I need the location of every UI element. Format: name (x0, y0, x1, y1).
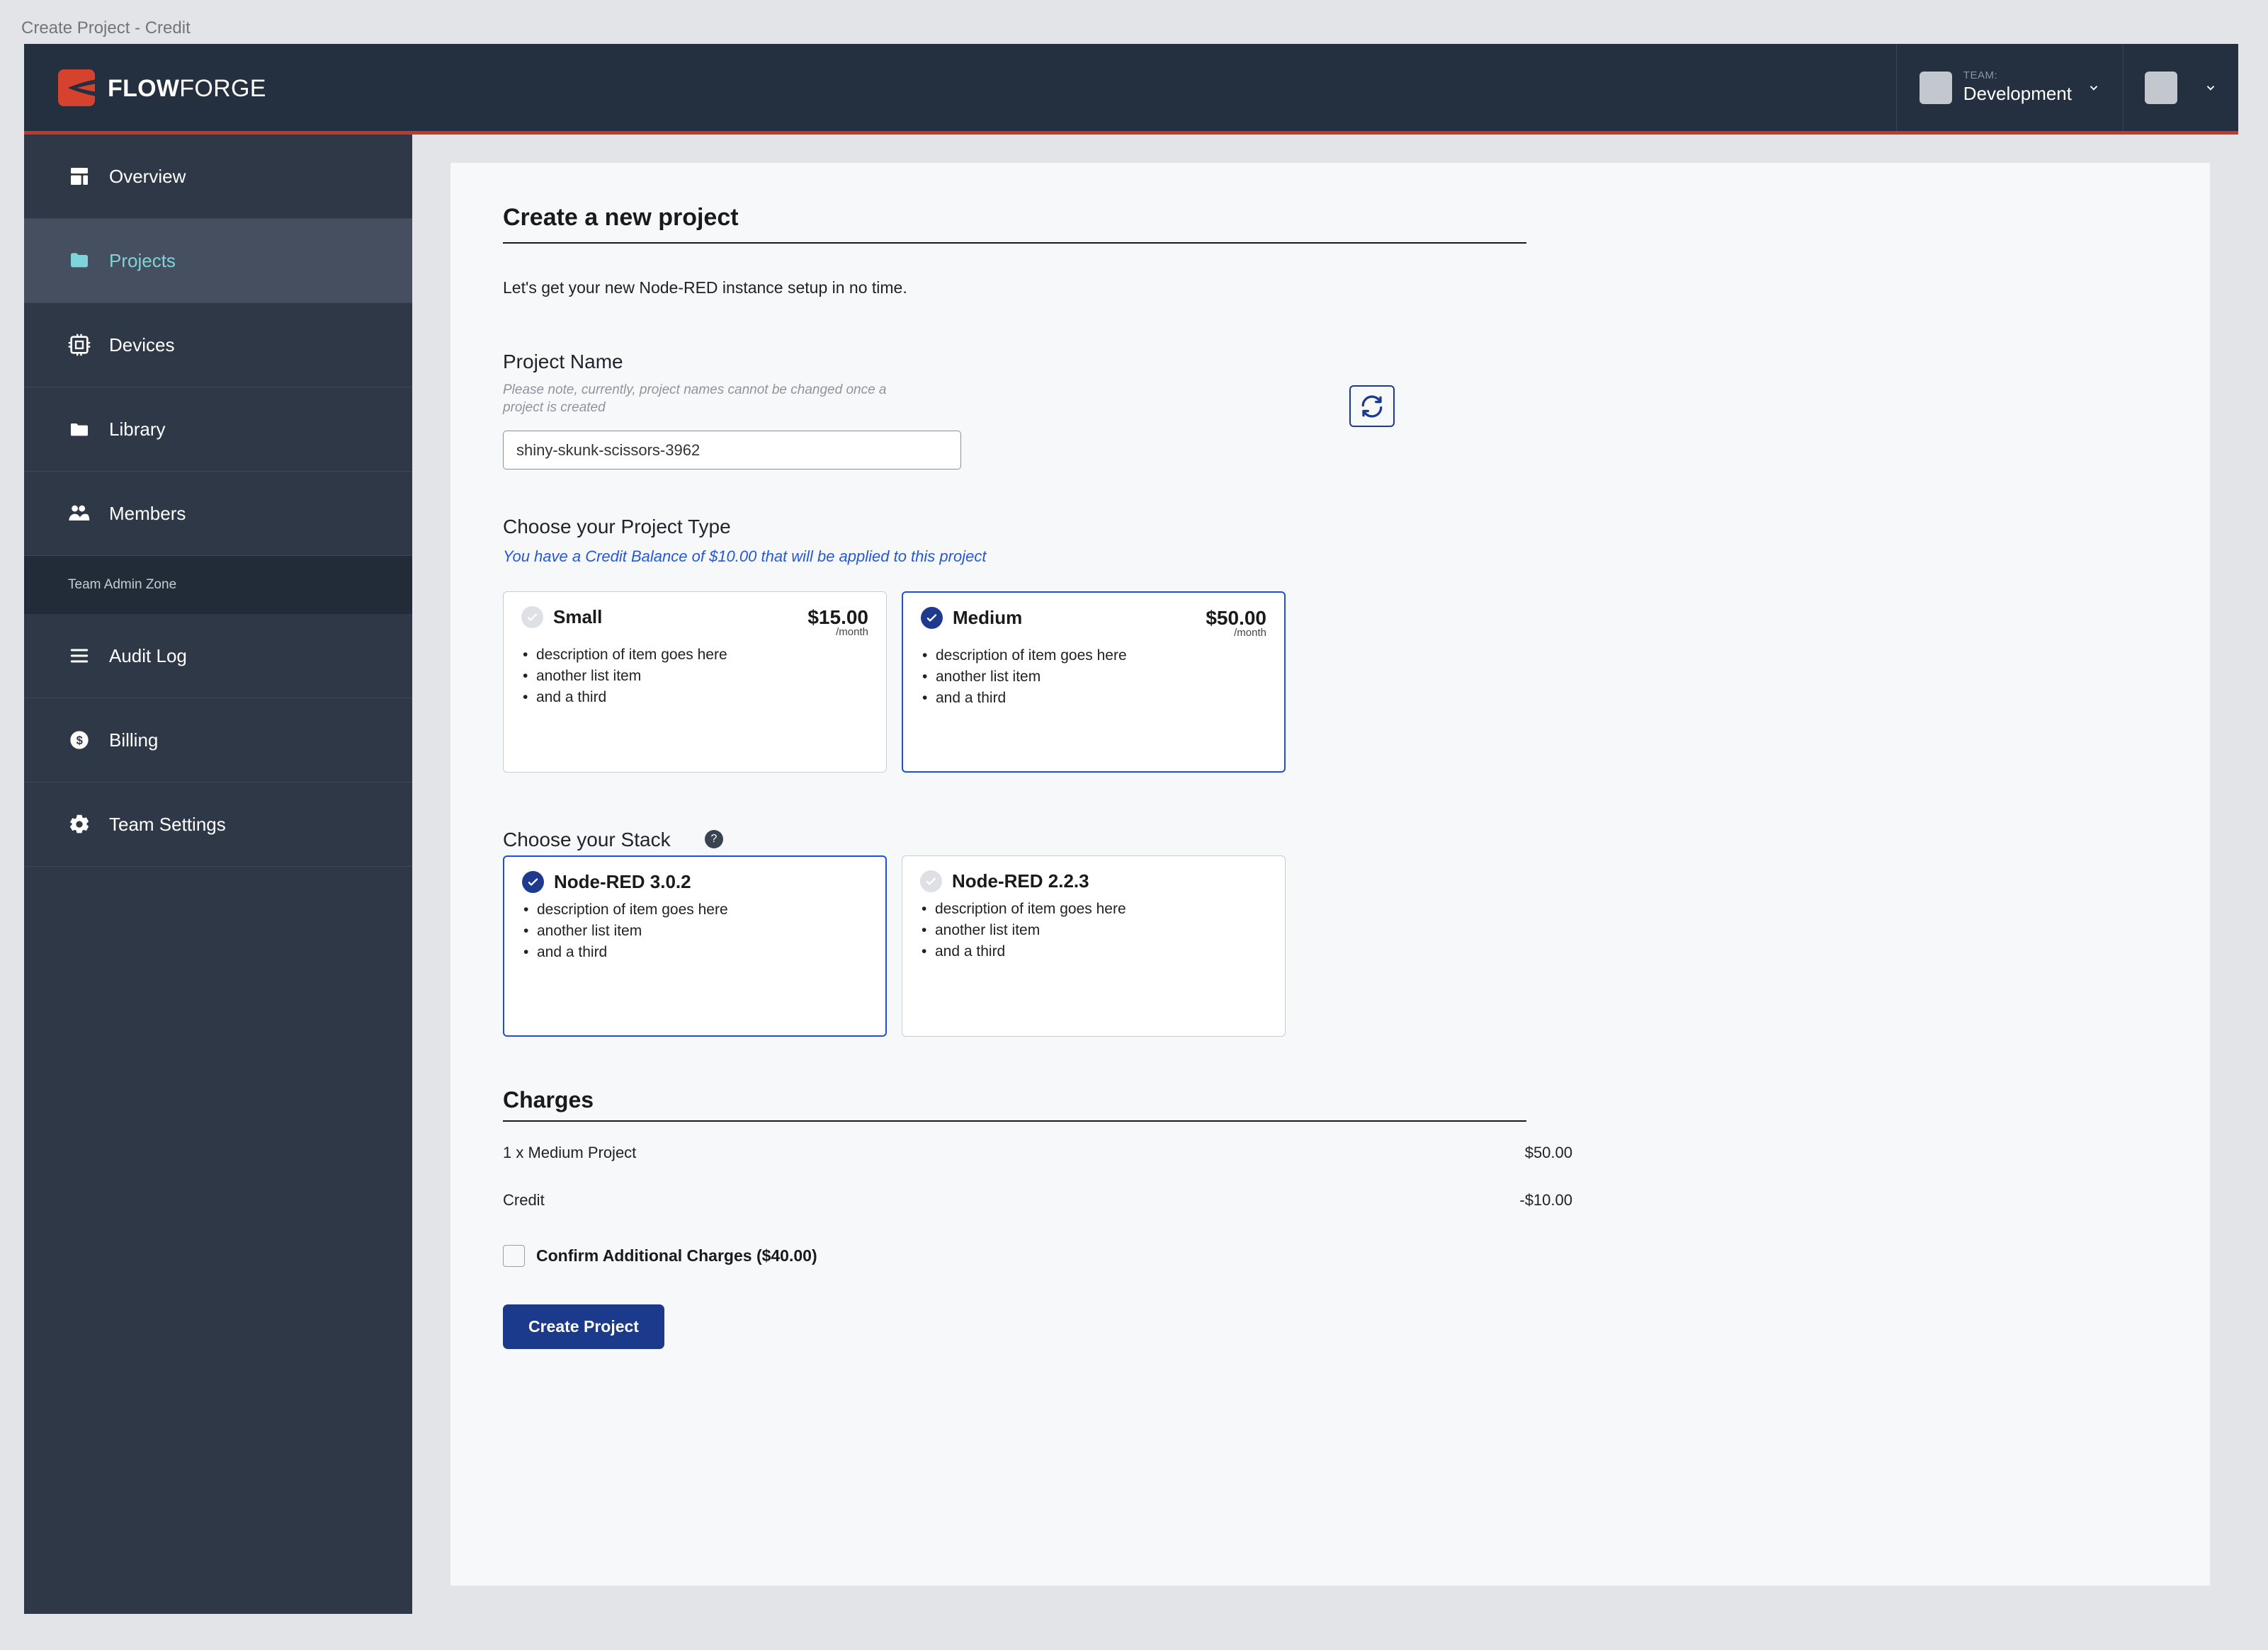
svg-text:$: $ (76, 734, 84, 747)
